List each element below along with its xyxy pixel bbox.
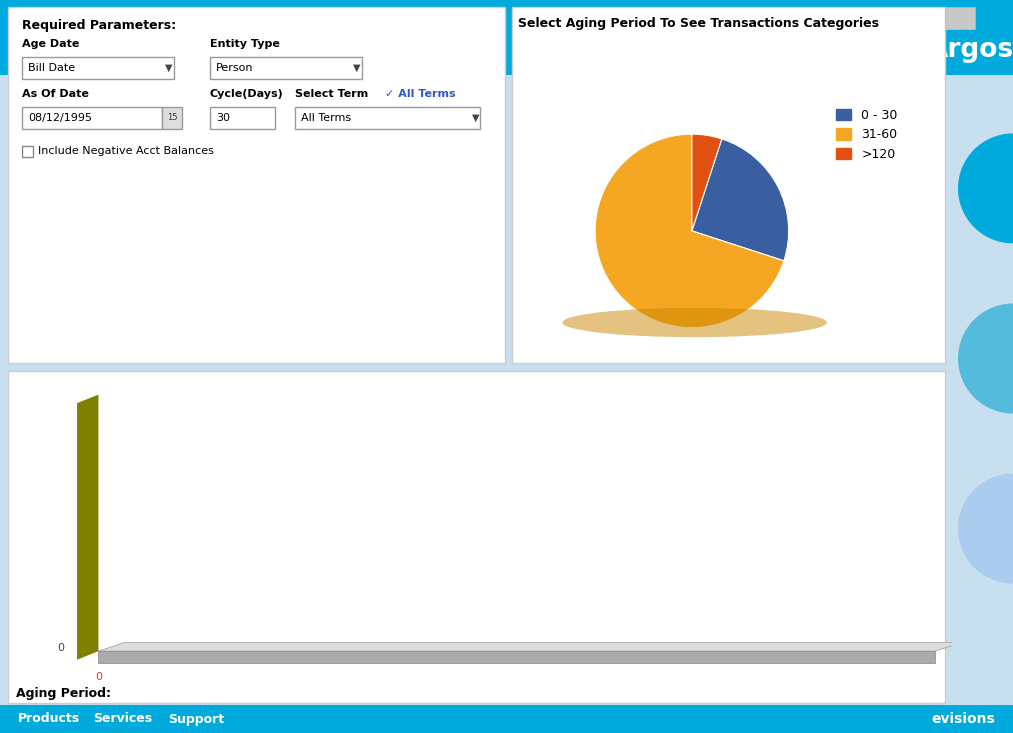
Bar — [862, 14, 920, 72]
Text: ✓ All Terms: ✓ All Terms — [385, 89, 456, 99]
Bar — [22, 146, 33, 157]
Text: evisions: evisions — [931, 712, 995, 726]
Text: Person: Person — [216, 63, 253, 73]
Polygon shape — [77, 394, 98, 660]
Text: Products: Products — [18, 712, 80, 726]
Polygon shape — [77, 388, 115, 403]
Bar — [162, 107, 182, 129]
Bar — [22, 107, 162, 129]
Circle shape — [958, 474, 1013, 583]
Polygon shape — [98, 651, 935, 663]
Bar — [0, 705, 1013, 733]
Bar — [0, 75, 1013, 705]
Text: Aging Period:: Aging Period: — [16, 687, 111, 699]
Bar — [8, 371, 945, 703]
Text: 15: 15 — [167, 114, 177, 122]
Text: Main: Main — [14, 56, 44, 69]
Text: Argos: Argos — [928, 37, 1013, 63]
Text: Select Term: Select Term — [295, 89, 369, 99]
Text: 30: 30 — [216, 113, 230, 123]
Circle shape — [958, 303, 1013, 413]
Text: 0: 0 — [58, 643, 64, 652]
Text: AR OLAP: AR OLAP — [57, 56, 111, 69]
Text: Required Parameters:: Required Parameters: — [22, 19, 176, 32]
Text: ▼: ▼ — [165, 63, 172, 73]
Text: Services: Services — [93, 712, 152, 726]
Wedge shape — [692, 139, 789, 261]
Text: As Of Date: As Of Date — [22, 89, 89, 99]
Polygon shape — [98, 643, 960, 651]
Text: evisions: evisions — [928, 22, 973, 32]
Text: 08/12/1995: 08/12/1995 — [28, 113, 92, 123]
Bar — [210, 107, 275, 129]
Bar — [945, 7, 975, 29]
Bar — [8, 7, 505, 363]
Bar — [295, 107, 480, 129]
Text: Include Negative Acct Balances: Include Negative Acct Balances — [38, 146, 214, 156]
Text: AR Aging Dashboard (2): AR Aging Dashboard (2) — [14, 10, 409, 38]
Text: ▼: ▼ — [353, 63, 361, 73]
Text: Entity Type: Entity Type — [210, 39, 280, 49]
Wedge shape — [692, 134, 722, 231]
Text: Select Aging Period To See Transactions Categories: Select Aging Period To See Transactions … — [518, 17, 879, 30]
Text: Ar: Ar — [873, 28, 909, 56]
Legend: 0 - 30, 31-60, >120: 0 - 30, 31-60, >120 — [832, 104, 903, 166]
Ellipse shape — [562, 308, 827, 337]
Text: All Terms: All Terms — [301, 113, 352, 123]
Bar — [0, 0, 1013, 75]
Text: Bill Date: Bill Date — [28, 63, 75, 73]
Text: Age Date: Age Date — [22, 39, 79, 49]
Text: Support: Support — [168, 712, 224, 726]
Circle shape — [958, 133, 1013, 243]
Text: ▼: ▼ — [472, 113, 479, 123]
Bar — [210, 57, 362, 79]
Text: 0: 0 — [95, 672, 102, 682]
Bar — [512, 7, 945, 363]
Text: Cycle(Days): Cycle(Days) — [210, 89, 284, 99]
Wedge shape — [595, 134, 784, 328]
Bar — [22, 57, 174, 79]
